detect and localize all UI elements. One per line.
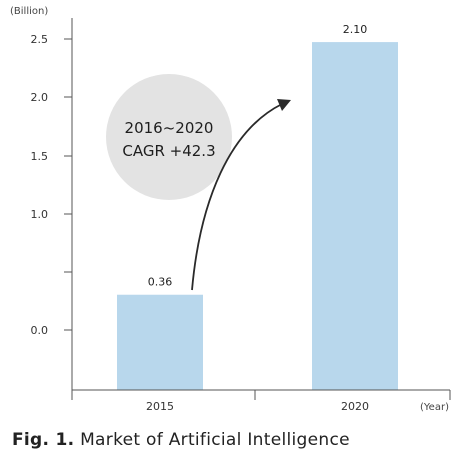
y-tick-label: 1.5 bbox=[31, 150, 49, 163]
cagr-callout-circle bbox=[106, 74, 232, 200]
bar-value-label-2020: 2.10 bbox=[343, 23, 368, 36]
growth-arrow bbox=[191, 103, 283, 291]
x-unit-label: (Year) bbox=[420, 402, 449, 413]
x-category-label: 2015 bbox=[146, 400, 174, 413]
bar-chart: 2016~2020 CAGR +42.3 0.36 2.10 2.5 2.0 1… bbox=[10, 6, 451, 413]
figure-caption: Fig. 1. Market of Artificial Intelligenc… bbox=[12, 430, 350, 450]
y-tick-label: 2.0 bbox=[31, 91, 49, 104]
y-unit-label: (Billion) bbox=[10, 6, 48, 17]
y-tick-label: 1.0 bbox=[31, 208, 49, 221]
cagr-value-label: CAGR +42.3 bbox=[122, 142, 215, 160]
bar-2015 bbox=[117, 294, 203, 390]
bar-2020 bbox=[312, 42, 398, 391]
cagr-period-label: 2016~2020 bbox=[125, 119, 214, 137]
figure-number: Fig. 1. bbox=[12, 430, 75, 450]
growth-arrowhead bbox=[277, 99, 291, 111]
figure-title: Market of Artificial Intelligence bbox=[80, 430, 350, 450]
bar-value-label-2015: 0.36 bbox=[148, 276, 173, 289]
y-tick-label: 0.0 bbox=[31, 324, 49, 337]
y-tick-label: 2.5 bbox=[31, 33, 49, 46]
x-category-label: 2020 bbox=[341, 400, 369, 413]
